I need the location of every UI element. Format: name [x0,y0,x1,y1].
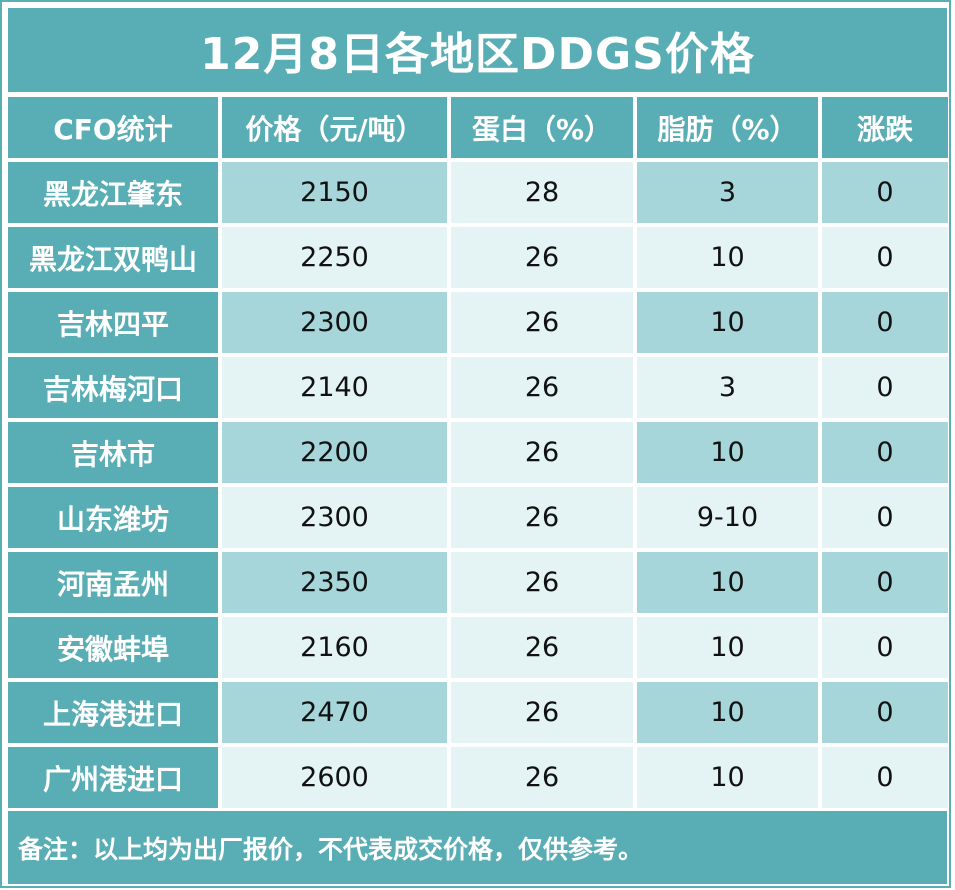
header-region: CFO统计 [8,97,218,158]
row-price: 2470 [222,682,447,743]
row-change: 0 [822,617,948,678]
row-price: 2350 [222,552,447,613]
header-fat: 脂肪（%） [637,97,818,158]
row-change: 0 [822,357,948,418]
row-fat: 3 [637,357,818,418]
row-fat: 10 [637,292,818,353]
row-protein: 26 [451,747,633,808]
row-fat: 10 [637,747,818,808]
row-region: 山东潍坊 [8,487,218,548]
row-change: 0 [822,292,948,353]
header-price: 价格（元/吨） [222,97,447,158]
row-protein: 26 [451,422,633,483]
row-fat: 9-10 [637,487,818,548]
row-fat: 10 [637,552,818,613]
row-protein: 26 [451,227,633,288]
row-price: 2140 [222,357,447,418]
row-protein: 26 [451,682,633,743]
footnote: 备注：以上均为出厂报价，不代表成交价格，仅供参考。 [8,811,947,884]
row-price: 2600 [222,747,447,808]
row-protein: 28 [451,162,633,223]
header-protein: 蛋白（%） [451,97,633,158]
table-title: 12月8日各地区DDGS价格 [8,8,947,92]
row-price: 2300 [222,487,447,548]
row-price: 2300 [222,292,447,353]
row-change: 0 [822,747,948,808]
row-fat: 10 [637,617,818,678]
row-region: 河南孟州 [8,552,218,613]
row-fat: 10 [637,682,818,743]
row-change: 0 [822,552,948,613]
row-change: 0 [822,487,948,548]
row-region: 安徽蚌埠 [8,617,218,678]
row-fat: 10 [637,227,818,288]
row-region: 黑龙江肇东 [8,162,218,223]
row-protein: 26 [451,292,633,353]
price-table: CFO统计 价格（元/吨） 蛋白（%） 脂肪（%） 涨跌 黑龙江肇东 2150 … [8,97,948,808]
row-protein: 26 [451,617,633,678]
row-region: 广州港进口 [8,747,218,808]
row-region: 上海港进口 [8,682,218,743]
row-protein: 26 [451,357,633,418]
row-change: 0 [822,422,948,483]
row-region: 吉林市 [8,422,218,483]
row-fat: 10 [637,422,818,483]
header-change: 涨跌 [822,97,948,158]
row-region: 吉林梅河口 [8,357,218,418]
row-change: 0 [822,682,948,743]
row-change: 0 [822,162,948,223]
row-price: 2160 [222,617,447,678]
row-price: 2150 [222,162,447,223]
row-price: 2250 [222,227,447,288]
row-change: 0 [822,227,948,288]
row-region: 黑龙江双鸭山 [8,227,218,288]
row-protein: 26 [451,487,633,548]
row-fat: 3 [637,162,818,223]
row-price: 2200 [222,422,447,483]
row-region: 吉林四平 [8,292,218,353]
row-protein: 26 [451,552,633,613]
